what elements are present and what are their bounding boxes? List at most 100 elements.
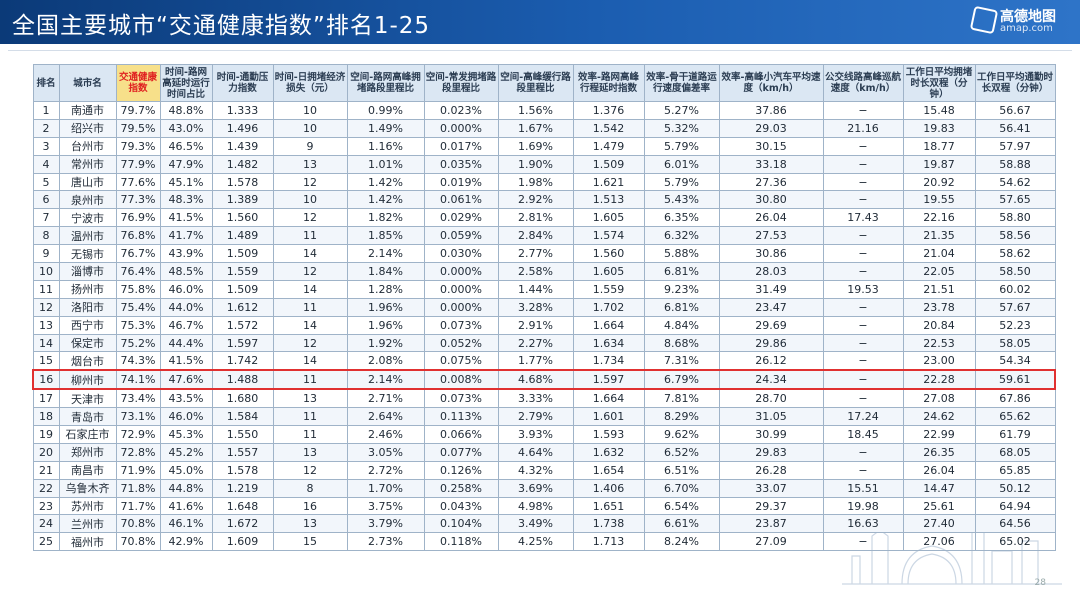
- table-cell: 76.9%: [115, 208, 161, 228]
- table-cell: 1.49%: [346, 118, 425, 138]
- table-cell: 45.2%: [159, 442, 213, 462]
- table-cell: 宁波市: [58, 208, 117, 228]
- table-cell: −: [822, 190, 904, 210]
- table-cell: 唐山市: [58, 172, 117, 192]
- table-cell: 1.713: [572, 532, 645, 552]
- table-cell: 1.509: [572, 154, 645, 174]
- table-cell: 0.066%: [423, 425, 499, 444]
- table-cell: 2.14%: [346, 244, 425, 264]
- table-cell: 2.14%: [346, 369, 425, 391]
- table-cell: 48.8%: [159, 101, 213, 120]
- slide-title: 全国主要城市“交通健康指数”排名1-25: [12, 13, 431, 39]
- table-cell: 1.597: [211, 333, 274, 353]
- table-cell: 7: [32, 208, 60, 228]
- table-cell: 30.86: [718, 244, 824, 264]
- table-cell: 1.559: [211, 262, 274, 281]
- table-cell: 72.8%: [115, 442, 161, 462]
- table-cell: 23.47: [718, 297, 824, 317]
- table-cell: 南通市: [58, 101, 117, 120]
- table-cell: 1.593: [572, 425, 645, 444]
- table-cell: 43.9%: [159, 244, 213, 264]
- table-cell: 1.680: [211, 388, 274, 409]
- table-cell: 22.99: [902, 425, 976, 444]
- table-cell: 5.88%: [643, 244, 720, 264]
- table-cell: 6.79%: [643, 369, 720, 391]
- table-cell: 无锡市: [58, 244, 117, 264]
- table-cell: 1.509: [211, 244, 274, 264]
- table-cell: 8.68%: [643, 333, 720, 353]
- table-row: 4 常州市 77.9% 47.9% 1.482 13 1.01% 0.035% 1.90% 1.5…: [32, 154, 1056, 174]
- table-cell: 16: [32, 369, 60, 391]
- table-cell: 45.1%: [159, 172, 213, 192]
- table-cell: 27.06: [902, 532, 976, 552]
- table-cell: 77.6%: [115, 172, 161, 192]
- table-cell: 1.56%: [497, 101, 574, 120]
- table-cell: 4.98%: [497, 496, 574, 516]
- table-cell: 33.07: [718, 478, 824, 498]
- table-cell: 1.560: [572, 244, 645, 264]
- table-cell: 11: [32, 279, 60, 299]
- table-cell: 41.7%: [159, 226, 213, 246]
- column-header: 效率-高峰小汽车平均速度（km/h）: [718, 64, 824, 102]
- table-cell: 19.87: [902, 154, 976, 174]
- table-cell: −: [822, 333, 904, 353]
- table-cell: 43.0%: [159, 118, 213, 138]
- table-cell: 15.48: [902, 101, 976, 120]
- table-cell: 41.5%: [159, 351, 213, 371]
- table-row: 24 兰州市 70.8% 46.1% 1.672 13 3.79% 0.104% 3.49% 1.…: [32, 514, 1056, 534]
- table-row: 19 石家庄市 72.9% 45.3% 1.550 11 2.46% 0.066% 3.93% 1…: [32, 425, 1056, 444]
- table-cell: 26.04: [902, 460, 976, 480]
- table-cell: 45.0%: [159, 460, 213, 480]
- table-cell: −: [822, 136, 904, 156]
- table-cell: 0.077%: [423, 442, 499, 462]
- table-cell: 29.83: [718, 442, 824, 462]
- table-cell: 1.406: [572, 478, 645, 498]
- table-cell: 44.0%: [159, 297, 213, 317]
- table-cell: 1.601: [572, 407, 645, 427]
- table-cell: 1.632: [572, 442, 645, 462]
- table-cell: 8: [32, 226, 60, 246]
- table-cell: 1.376: [572, 101, 645, 120]
- table-cell: 2.27%: [497, 333, 574, 353]
- table-cell: 0.118%: [423, 532, 499, 552]
- table-cell: 67.86: [974, 388, 1056, 409]
- table-row: 16 柳州市 74.1% 47.6% 1.488 11 2.14% 0.008% 4.68% 1.…: [32, 369, 1056, 391]
- table-cell: −: [822, 172, 904, 192]
- table-cell: 59.61: [974, 369, 1056, 391]
- table-cell: 46.5%: [159, 136, 213, 156]
- table-cell: 3.69%: [497, 478, 574, 498]
- table-cell: 30.80: [718, 190, 824, 210]
- table-cell: 7.31%: [643, 351, 720, 371]
- table-cell: 26.35: [902, 442, 976, 462]
- table-cell: 洛阳市: [58, 297, 117, 317]
- table-cell: 0.052%: [423, 333, 499, 353]
- table-cell: 0.019%: [423, 172, 499, 192]
- table-cell: 27.09: [718, 532, 824, 552]
- table-cell: 25: [32, 532, 60, 552]
- title-banner: 全国主要城市“交通健康指数”排名1-25 高德地图 amap.com: [0, 0, 1080, 44]
- table-cell: 71.8%: [115, 478, 161, 498]
- table-cell: 4.84%: [643, 315, 720, 335]
- table-cell: 46.0%: [159, 407, 213, 427]
- table-cell: 19: [32, 425, 60, 444]
- table-cell: 24.62: [902, 407, 976, 427]
- table-cell: 12: [272, 333, 348, 353]
- column-header: 工作日平均拥堵时长双程（分钟）: [902, 64, 976, 102]
- table-cell: 6.54%: [643, 496, 720, 516]
- table-cell: 41.6%: [159, 496, 213, 516]
- table-cell: 77.3%: [115, 190, 161, 210]
- table-cell: 16.63: [822, 514, 904, 534]
- table-cell: 1.542: [572, 118, 645, 138]
- table-cell: 17.24: [822, 407, 904, 427]
- table-cell: 0.000%: [423, 297, 499, 317]
- table-cell: 41.5%: [159, 208, 213, 228]
- table-cell: 57.67: [974, 297, 1056, 317]
- table-cell: 2.77%: [497, 244, 574, 264]
- table-cell: 1.92%: [346, 333, 425, 353]
- table-cell: 2.58%: [497, 262, 574, 281]
- table-cell: 1.479: [572, 136, 645, 156]
- table-cell: 15.51: [822, 478, 904, 498]
- table-cell: 29.69: [718, 315, 824, 335]
- table-cell: 石家庄市: [58, 425, 117, 444]
- table-cell: 14: [272, 315, 348, 335]
